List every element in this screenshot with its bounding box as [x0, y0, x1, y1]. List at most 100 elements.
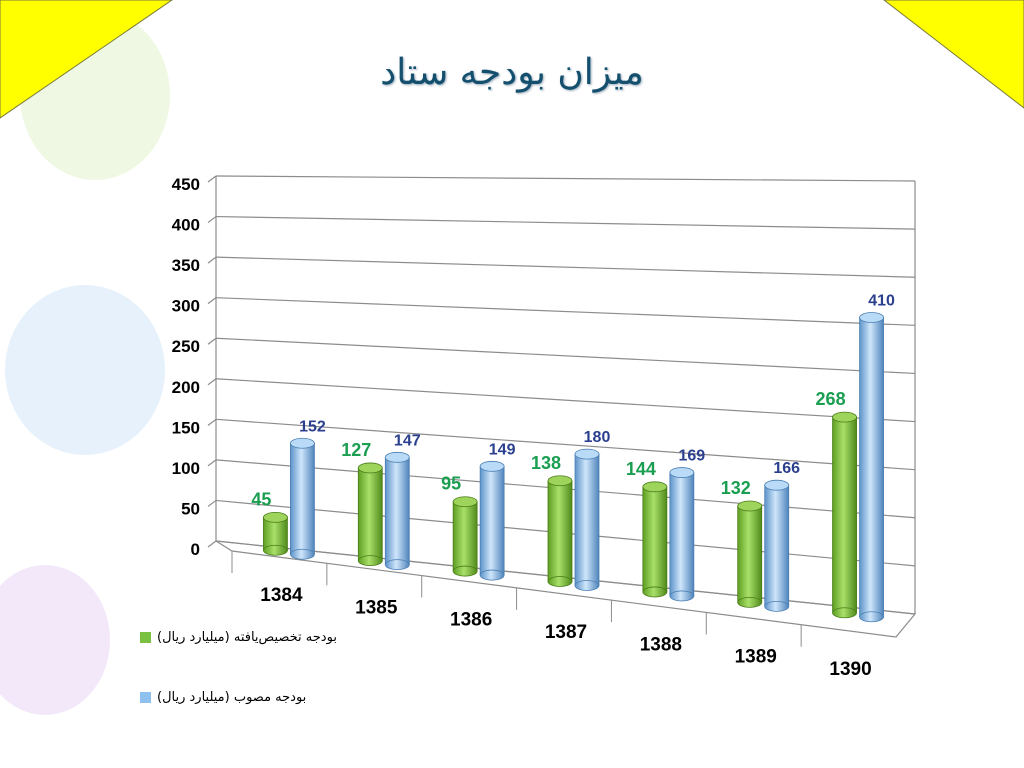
bar-allocated-base — [263, 544, 288, 556]
bar-approved-base — [859, 611, 884, 623]
bar-approved-base — [764, 600, 790, 612]
gridline-side — [207, 175, 217, 183]
balloon-blue-decoration — [5, 285, 165, 455]
bar-allocated-base — [737, 596, 763, 608]
bar-approved — [290, 442, 315, 555]
y-tick-label: 350 — [172, 256, 200, 275]
data-label-approved: 152 — [299, 418, 326, 435]
y-tick-label: 400 — [172, 216, 200, 235]
gridline-side — [207, 256, 217, 264]
legend-item-allocated: بودجه تخصیص‌یافته (میلیارد ریال) — [140, 627, 337, 647]
slide-title: میزان بودجه ستاد — [380, 52, 644, 93]
label-layer: 45 152 127 147 95 149 138 180 144 169 132 166 268 410 — [251, 292, 895, 509]
bar-allocated — [547, 480, 573, 582]
bar-allocated-base — [357, 555, 383, 567]
y-tick-label: 150 — [172, 418, 200, 437]
legend-swatch-allocated — [140, 631, 151, 643]
gridline-side — [207, 297, 217, 305]
data-label-allocated: 268 — [816, 389, 846, 409]
x-tick-label: 1388 — [640, 634, 682, 655]
bar-allocated — [452, 501, 478, 572]
data-label-approved: 169 — [679, 448, 706, 465]
y-tick-label: 100 — [172, 459, 200, 478]
bar-approved — [859, 317, 884, 618]
bar-approved-base — [290, 548, 315, 560]
gridline-side — [207, 499, 217, 507]
bar-allocated-top — [642, 481, 668, 493]
bar-allocated-base — [832, 607, 857, 619]
bar-approved — [479, 465, 505, 576]
gridline — [215, 418, 916, 471]
data-label-approved: 149 — [489, 441, 516, 458]
bar-allocated — [832, 416, 857, 614]
bar-allocated-base — [642, 586, 668, 598]
bar-allocated-top — [263, 511, 288, 523]
y-tick-label: 450 — [172, 175, 200, 194]
bar-layer — [263, 312, 884, 623]
bar-approved-top — [859, 312, 884, 323]
gridline-side — [207, 216, 217, 224]
bar-allocated-top — [357, 462, 383, 474]
x-tick-label: 1385 — [355, 597, 398, 618]
y-tick-label: 50 — [181, 499, 200, 518]
y-tick-label: 250 — [172, 337, 200, 356]
data-label-allocated: 138 — [531, 453, 561, 473]
bar-approved-base — [384, 559, 410, 571]
x-tick-label: 1390 — [829, 659, 871, 680]
corner-triangle-left — [0, 0, 173, 119]
bar-allocated-base — [547, 576, 573, 587]
bar-approved-base — [574, 580, 600, 591]
bar-approved-base — [669, 590, 695, 602]
bar-approved-top — [574, 448, 600, 460]
legend-swatch-approved — [140, 691, 151, 703]
gridline — [215, 337, 916, 375]
gridline — [215, 297, 916, 326]
data-label-approved: 410 — [868, 292, 895, 309]
bar-approved-top — [479, 460, 505, 472]
y-tick-label: 0 — [191, 540, 200, 559]
bar-approved — [574, 453, 600, 586]
data-label-allocated: 144 — [626, 459, 656, 479]
x-tick-label: 1389 — [735, 647, 777, 668]
legend-label-approved: بودجه مصوب (میلیارد ریال) — [157, 689, 307, 705]
bar-approved-top — [290, 437, 315, 449]
gridline-side — [207, 378, 217, 386]
bar-approved — [669, 472, 695, 597]
bar-allocated-top — [737, 500, 763, 512]
y-tick-label: 300 — [172, 297, 200, 316]
bar-allocated-top — [832, 411, 857, 423]
balloon-purple-decoration — [0, 565, 110, 715]
gridline-side — [207, 418, 217, 426]
corner-triangle-right — [883, 0, 1024, 109]
bar-allocated — [357, 467, 383, 562]
bar-approved-top — [764, 479, 790, 491]
bar-approved-top — [384, 451, 410, 463]
data-label-allocated: 132 — [721, 478, 751, 498]
gridline — [215, 378, 916, 423]
gridline-side — [207, 459, 217, 467]
legend-item-approved: بودجه مصوب (میلیارد ریال) — [140, 687, 306, 707]
bar-approved-base — [479, 569, 505, 581]
bar-approved — [384, 456, 410, 566]
bar-allocated-top — [547, 475, 573, 487]
bar-approved — [764, 484, 790, 607]
data-label-allocated: 95 — [441, 474, 461, 494]
data-label-allocated: 45 — [251, 489, 271, 509]
bar-approved-top — [669, 467, 695, 478]
legend-label-allocated: بودجه تخصیص‌یافته (میلیارد ریال) — [157, 629, 337, 645]
data-label-approved: 166 — [773, 460, 800, 477]
x-tick-label: 1384 — [260, 585, 303, 606]
bar-allocated — [642, 486, 668, 593]
bar-allocated — [737, 505, 763, 603]
gridline — [215, 175, 916, 182]
bar-allocated-top — [452, 496, 478, 508]
gridline — [215, 256, 916, 278]
x-tick-label: 1386 — [450, 610, 492, 631]
data-label-approved: 147 — [394, 432, 421, 449]
data-label-allocated: 127 — [341, 440, 371, 460]
gridline-side — [207, 540, 217, 548]
gridline-side — [207, 337, 217, 345]
bar-allocated-base — [452, 565, 478, 577]
